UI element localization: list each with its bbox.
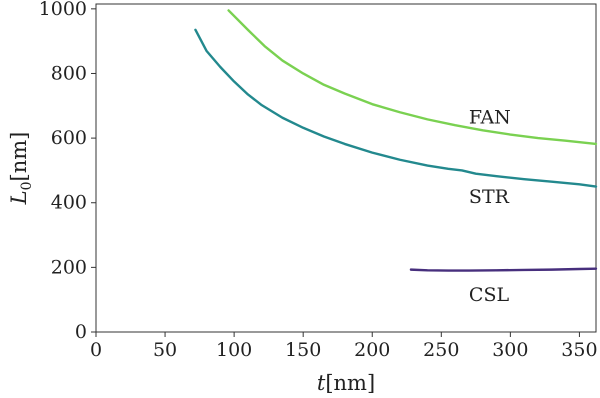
x-tick-label: 200: [354, 339, 390, 361]
y-tick-label: 200: [51, 256, 87, 278]
y-tick-label: 600: [51, 127, 87, 149]
series-line-csl: [409, 267, 598, 272]
y-axis-label: L0[nm]: [7, 132, 35, 206]
series-label-fan: FAN: [469, 107, 511, 129]
series-label-csl: CSL: [469, 284, 510, 306]
x-tick-label: 50: [153, 339, 177, 361]
x-tick-label: 300: [492, 339, 528, 361]
x-tick-label: 250: [423, 339, 459, 361]
series-line-fan: [227, 9, 598, 146]
x-tick-label: 350: [561, 339, 597, 361]
series-label-str: STR: [469, 186, 510, 208]
y-tick-label: 800: [51, 62, 87, 84]
x-tick-label: 0: [90, 339, 102, 361]
series-line-str: [194, 28, 598, 188]
series-layer: [194, 9, 598, 272]
plot-frame: [95, 3, 597, 333]
x-axis-label: t[nm]: [317, 371, 375, 395]
x-tick-label: 150: [285, 339, 321, 361]
x-tick-label: 100: [216, 339, 252, 361]
y-tick-label: 1000: [39, 0, 87, 20]
y-tick-label: 0: [75, 321, 87, 343]
y-tick-label: 400: [51, 192, 87, 214]
plot-area: [95, 3, 597, 333]
axes-layer: 0 50 100 150 200 250 300 350 0 200 400 600 800 1000 t[…: [7, 0, 598, 395]
labels-layer: FAN STR CSL: [469, 107, 511, 306]
